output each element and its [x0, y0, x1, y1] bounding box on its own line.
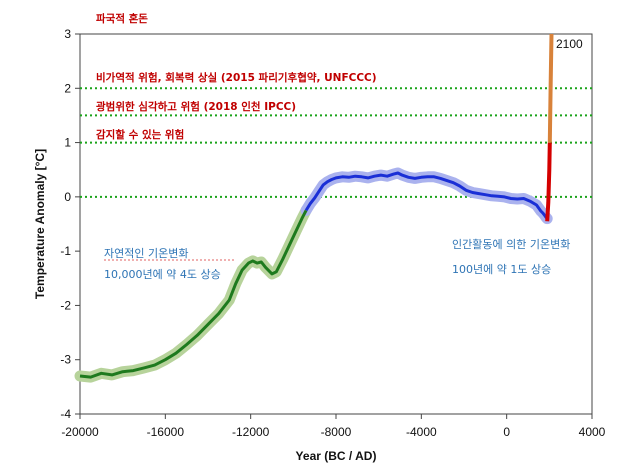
annotation-human-title: 인간활동에 의한 기온변화 [452, 237, 570, 251]
x-tick-label: -4000 [406, 425, 437, 439]
x-tick-label: -16000 [147, 425, 185, 439]
series-line-0 [79, 209, 308, 379]
x-tick-label: 4000 [579, 425, 606, 439]
y-tick-label: -2 [60, 298, 71, 312]
series-line-3 [547, 33, 554, 143]
x-tick-label: -20000 [61, 425, 99, 439]
annotation-catastrophic-chaos: 파국적 혼돈 [96, 12, 148, 25]
annotation-natural-title: 자연적인 기온변화 [104, 247, 188, 260]
annotation-natural-desc: 10,000년에 약 4도 상승 [104, 267, 221, 281]
y-tick-label: 0 [64, 190, 71, 204]
x-tick-label: 0 [503, 425, 510, 439]
y-axis-title: Temperature Anomaly [°C] [33, 149, 47, 299]
label-year-2100: 2100 [556, 37, 583, 51]
y-tick-label: 2 [64, 81, 71, 95]
annotation-human-desc: 100년에 약 1도 상승 [452, 262, 551, 276]
y-tick-label: -4 [60, 407, 71, 421]
threshold-lines [80, 87, 592, 198]
y-axis-ticks: 3 2 1 0 -1 -2 -3 -4 [60, 27, 80, 421]
y-tick-label: 3 [64, 27, 71, 41]
annotation-1-5-degree: 광범위한 심각하고 위험 (2018 인천 IPCC) [96, 100, 296, 113]
series-line-1 [304, 171, 549, 220]
y-tick-label: 1 [64, 136, 71, 150]
x-tick-label: -12000 [232, 425, 270, 439]
x-axis-title: Year (BC / AD) [296, 449, 377, 463]
y-tick-label: -1 [60, 244, 71, 258]
y-tick-label: -3 [60, 353, 71, 367]
x-tick-label: -8000 [321, 425, 352, 439]
annotation-1-degree: 감지할 수 있는 위험 [96, 128, 184, 141]
annotation-2-degree: 비가역적 위험, 회복력 상실 (2015 파리기후협약, UNFCCC) [96, 71, 377, 84]
x-axis-ticks: -20000 -16000 -12000 -8000 -4000 0 4000 [61, 414, 606, 439]
series-line-2 [545, 142, 552, 222]
series-lines [79, 33, 554, 379]
